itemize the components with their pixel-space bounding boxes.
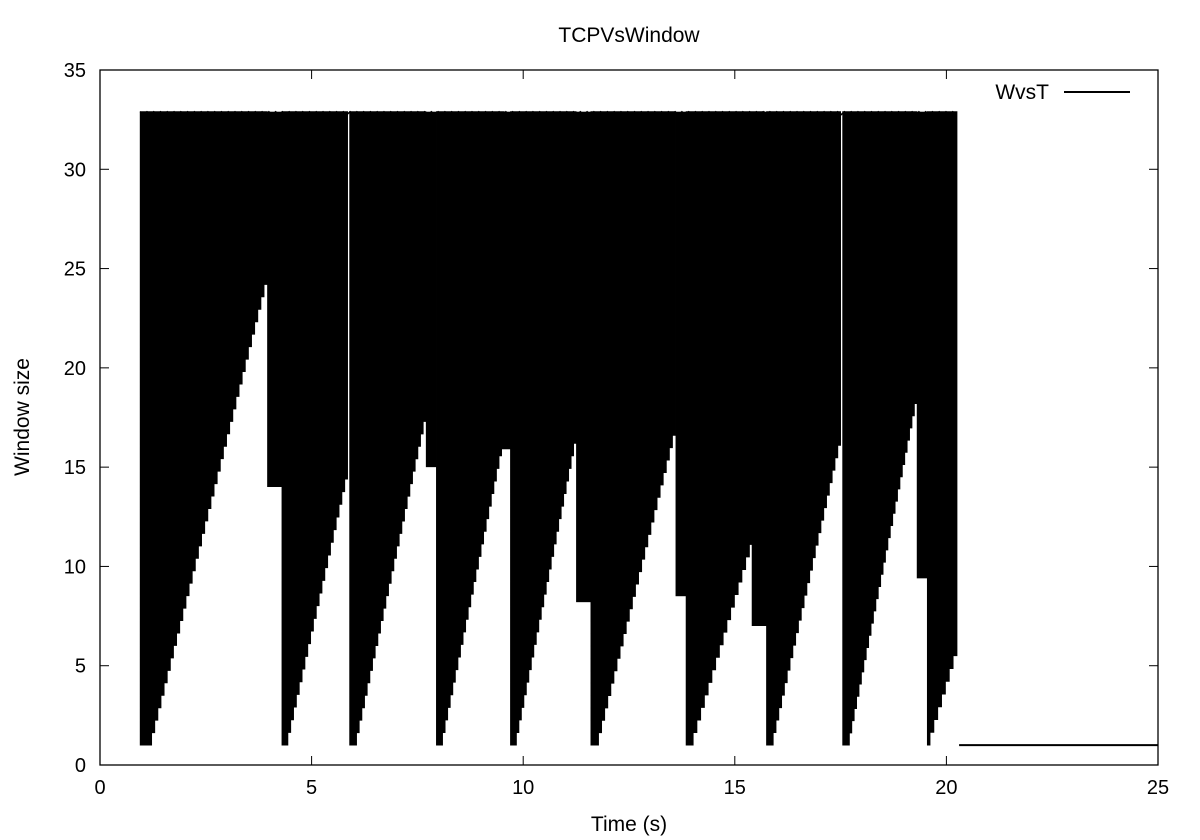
series-plateau [495,111,511,450]
x-tick-label: 10 [512,777,534,799]
series-cycle [139,111,268,746]
series-plateau [576,111,591,603]
y-axis-label: Window size [11,358,34,476]
series-plateau [267,111,282,487]
series-cycle [510,111,577,746]
series-cycle [590,111,676,746]
series-cycle [281,111,348,746]
y-tick-label: 10 [64,556,86,578]
x-tick-label: 20 [935,777,957,799]
series-cycle [766,111,841,746]
x-tick-label: 5 [306,777,317,799]
series-plateau [916,111,928,579]
series-cycle [436,111,505,746]
series-plateau [425,111,437,468]
x-tick-label: 15 [724,777,746,799]
x-axis-label: Time (s) [591,813,667,836]
y-tick-label: 15 [64,457,86,479]
y-tick-label: 0 [75,755,86,777]
y-tick-label: 20 [64,358,86,380]
y-tick-label: 5 [75,656,86,678]
series-plateau [675,111,687,597]
series-plateau [751,111,767,626]
legend: WvsT [995,81,1130,104]
series-top-edge [139,110,957,116]
plot-frame [99,69,1159,766]
chart-title: TCPVsWindow [558,24,700,47]
series-cycle [926,111,958,746]
plot-area [139,110,1158,747]
series-cycle [842,111,918,746]
axis-ticks: 0 5 10 15 20 25 0 5 10 15 20 25 30 35 [64,60,1169,799]
y-tick-label: 35 [64,60,86,82]
y-tick-label: 25 [64,259,86,281]
y-tick-label: 30 [64,159,86,181]
x-tick-label: 25 [1147,777,1169,799]
x-tick-label: 0 [94,777,105,799]
series-cycle [349,111,427,746]
legend-label: WvsT [995,81,1049,104]
